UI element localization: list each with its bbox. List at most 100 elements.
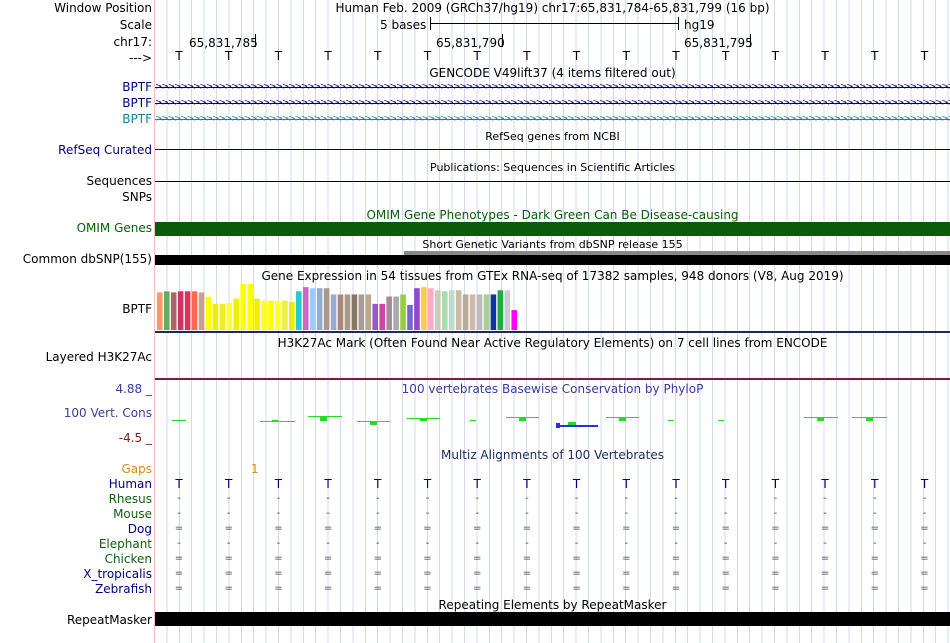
repeatmasker-element-bar[interactable] <box>155 612 950 626</box>
gtex-tissue-bar[interactable] <box>240 284 246 330</box>
gtex-tissue-bar[interactable] <box>296 291 302 330</box>
gtex-tissue-bar[interactable] <box>191 291 198 330</box>
gtex-tissue-bar[interactable] <box>226 302 233 330</box>
gtex-tissue-bar[interactable] <box>163 291 170 330</box>
gtex-tissue-bar[interactable] <box>462 294 469 330</box>
gtex-tissue-bar[interactable] <box>205 296 212 330</box>
gtex-tissue-bar[interactable] <box>170 292 177 330</box>
gtex-tissue-bar[interactable] <box>365 294 372 330</box>
dbsnp-track-title[interactable]: Short Genetic Variants from dbSNP releas… <box>422 238 683 251</box>
species-label-dog[interactable]: Dog <box>127 522 152 536</box>
gtex-tissue-bar[interactable] <box>483 294 490 330</box>
gtex-tissue-bar[interactable] <box>177 291 184 330</box>
label-gencode-bptf-1[interactable]: BPTF <box>122 80 152 94</box>
gtex-tissue-bar[interactable] <box>330 294 337 330</box>
publications-track-title[interactable]: Publications: Sequences in Scientific Ar… <box>430 161 675 174</box>
species-label-zebrafish[interactable]: Zebrafish <box>95 582 152 596</box>
omim-track-title[interactable]: OMIM Gene Phenotypes - Dark Green Can Be… <box>366 208 739 222</box>
gtex-tissue-bar[interactable] <box>198 292 205 330</box>
label-layered-h3k27ac[interactable]: Layered H3K27Ac <box>45 350 152 364</box>
gtex-tissue-bar[interactable] <box>490 294 497 330</box>
phylop-track-title[interactable]: 100 vertebrates Basewise Conservation by… <box>401 382 704 396</box>
gtex-tissue-bar[interactable] <box>441 291 448 330</box>
gtex-tissue-bar[interactable] <box>469 294 476 330</box>
label-gtex-bptf[interactable]: BPTF <box>122 302 152 316</box>
gtex-tissue-bar[interactable] <box>316 288 323 330</box>
label-common-dbsnp[interactable]: Common dbSNP(155) <box>22 252 152 266</box>
gtex-tissue-bar[interactable] <box>157 292 163 330</box>
gtex-tissue-bar[interactable] <box>476 294 483 330</box>
gtex-tissue-bar[interactable] <box>302 287 309 330</box>
gtex-tissue-bar[interactable] <box>372 303 379 330</box>
dbsnp-variant-bar[interactable] <box>155 255 950 265</box>
label-gencode-bptf-2[interactable]: BPTF <box>122 96 152 110</box>
gtex-tissue-bar[interactable] <box>233 298 240 330</box>
species-label-rhesus[interactable]: Rhesus <box>108 492 152 506</box>
h3k27ac-track-title[interactable]: H3K27Ac Mark (Often Found Near Active Re… <box>277 336 828 350</box>
gtex-track-title[interactable]: Gene Expression in 54 tissues from GTEx … <box>261 269 844 283</box>
gtex-tissue-bar[interactable] <box>448 290 455 330</box>
publications-line[interactable] <box>155 181 950 182</box>
dbsnp-variant-span[interactable] <box>404 251 950 255</box>
label-sequences[interactable]: Sequences <box>86 174 152 188</box>
gtex-tissue-bar[interactable] <box>379 303 385 330</box>
alignment-base: = <box>174 568 184 579</box>
alignment-base: T <box>374 477 382 491</box>
gtex-tissue-bar[interactable] <box>400 294 406 330</box>
species-label-mouse[interactable]: Mouse <box>113 507 152 521</box>
species-label-chicken[interactable]: Chicken <box>104 552 152 566</box>
label-window-position[interactable]: Window Position <box>54 1 152 15</box>
gtex-tissue-bar[interactable] <box>386 296 392 330</box>
label-refseq-curated[interactable]: RefSeq Curated <box>58 143 152 157</box>
repeatmasker-track-title[interactable]: Repeating Elements by RepeatMasker <box>438 598 667 612</box>
gtex-tissue-bar[interactable] <box>407 304 413 330</box>
gtex-tissue-bar[interactable] <box>289 301 295 330</box>
species-label-human[interactable]: Human <box>108 477 152 491</box>
gtex-tissue-bar[interactable] <box>184 291 191 330</box>
gtex-tissue-bar[interactable] <box>268 300 274 330</box>
label-gencode-bptf-3[interactable]: BPTF <box>122 112 152 126</box>
gencode-track-title[interactable]: GENCODE V49lift37 (4 items filtered out) <box>429 66 676 80</box>
gtex-tissue-bar[interactable] <box>358 294 365 330</box>
multiz-track-title[interactable]: Multiz Alignments of 100 Vertebrates <box>440 448 665 462</box>
omim-gene-bar[interactable] <box>155 222 950 236</box>
species-label-elephant[interactable]: Elephant <box>98 537 152 551</box>
gtex-tissue-bar[interactable] <box>497 290 504 330</box>
h3k27ac-signal-line[interactable] <box>155 378 950 380</box>
gtex-tissue-bar[interactable] <box>323 288 330 330</box>
gtex-tissue-bar[interactable] <box>309 288 316 330</box>
gtex-tissue-bar[interactable] <box>435 290 441 330</box>
gtex-tissue-bar[interactable] <box>261 300 267 330</box>
alignment-base: = <box>820 553 830 564</box>
gtex-tissue-bar[interactable] <box>344 294 351 330</box>
gtex-tissue-bar[interactable] <box>421 287 427 330</box>
alignment-base: - <box>276 538 281 549</box>
gtex-tissue-bar[interactable] <box>282 300 288 330</box>
refseq-gene-line[interactable] <box>155 149 950 150</box>
gtex-tissue-bar[interactable] <box>455 290 462 330</box>
alignment-base: - <box>823 508 827 519</box>
gtex-tissue-bar[interactable] <box>212 303 219 330</box>
gtex-tissue-bar[interactable] <box>351 294 358 330</box>
species-label-x_tropicalis[interactable]: X_tropicalis <box>83 567 152 581</box>
gtex-tissue-bar[interactable] <box>254 298 260 330</box>
gtex-tissue-bar[interactable] <box>247 284 253 330</box>
label-snps[interactable]: SNPs <box>122 190 152 204</box>
label-100-vert-cons[interactable]: 100 Vert. Cons <box>63 406 152 420</box>
gtex-tissue-bar[interactable] <box>504 290 511 330</box>
gtex-tissue-bar[interactable] <box>511 310 518 330</box>
gtex-tissue-bar[interactable] <box>275 300 281 330</box>
refseq-track-title[interactable]: RefSeq genes from NCBI <box>485 130 620 143</box>
gtex-tissue-bar[interactable] <box>219 303 226 330</box>
alignment-base: = <box>870 568 879 579</box>
gtex-tissue-bar[interactable] <box>428 288 434 330</box>
label-chrom[interactable]: chr17: <box>113 35 152 49</box>
gtex-tissue-bar[interactable] <box>414 288 420 330</box>
gtex-tissue-bar[interactable] <box>337 294 344 330</box>
label-scale[interactable]: Scale <box>119 18 152 32</box>
gtex-tissue-bar[interactable] <box>393 296 399 330</box>
label-repeatmasker[interactable]: RepeatMasker <box>66 613 152 627</box>
label-omim-genes[interactable]: OMIM Genes <box>76 221 152 235</box>
